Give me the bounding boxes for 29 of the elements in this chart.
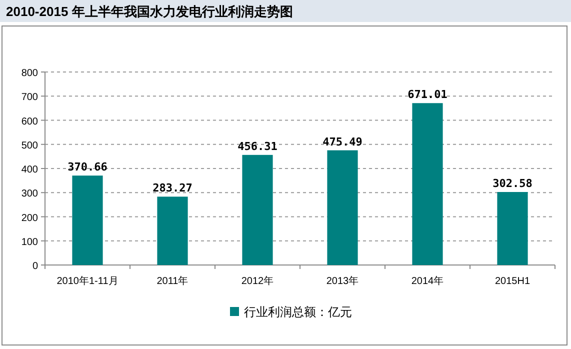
bar	[327, 150, 358, 265]
x-tick-label: 2012年	[241, 275, 274, 287]
y-tick-label: 500	[21, 140, 38, 152]
bar	[72, 176, 103, 265]
y-tick-label: 700	[21, 92, 38, 104]
bar	[497, 192, 528, 265]
x-tick-label: 2010年1-11月	[56, 275, 118, 287]
y-tick-label: 800	[21, 68, 38, 79]
y-tick-label: 0	[32, 261, 38, 272]
x-tick-label: 2013年	[326, 275, 359, 287]
y-tick-label: 100	[21, 236, 38, 248]
y-tick-label: 600	[21, 116, 38, 128]
x-tick-label: 2011年	[156, 275, 188, 287]
data-label: 370.66	[68, 160, 108, 174]
x-tick-label: 2015H1	[494, 276, 530, 287]
chart-title: 2010-2015 年上半年我国水力发电行业利润走势图	[6, 4, 293, 19]
legend-label: 行业利润总额：亿元	[244, 305, 352, 319]
bar	[157, 196, 188, 265]
data-label: 671.01	[408, 88, 448, 102]
y-tick-label: 400	[21, 164, 38, 176]
x-tick-label: 2014年	[411, 275, 444, 287]
bar	[412, 103, 443, 265]
y-tick-label: 200	[21, 212, 38, 224]
data-label: 475.49	[322, 135, 362, 148]
y-tick-label: 300	[21, 188, 38, 200]
data-label: 302.58	[492, 177, 532, 190]
data-label: 283.27	[152, 182, 192, 195]
data-label: 456.31	[238, 140, 278, 153]
bar	[242, 154, 273, 265]
